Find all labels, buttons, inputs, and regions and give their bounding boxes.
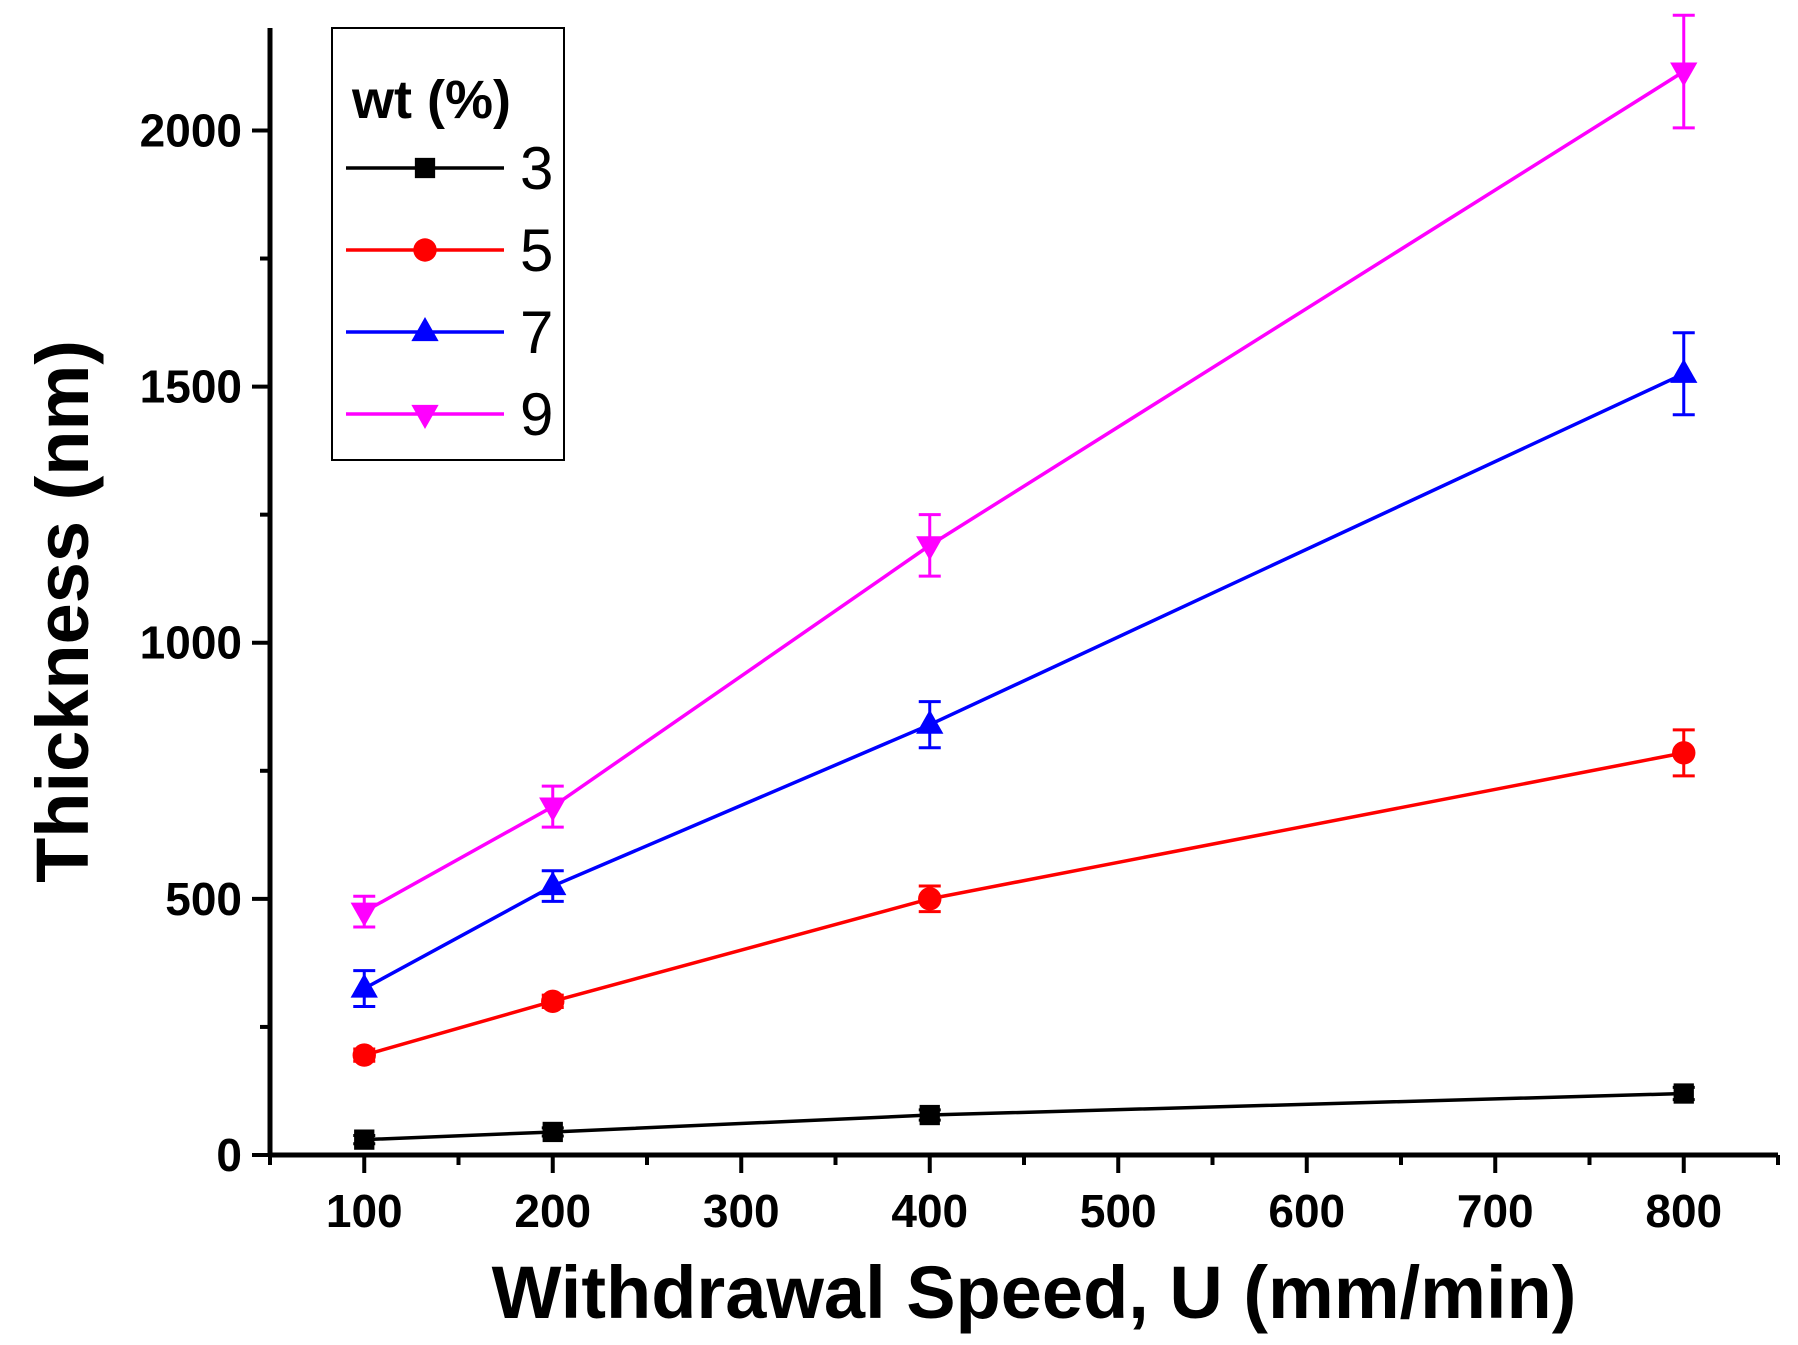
y-axis-title: Thickness (nm): [21, 340, 104, 883]
data-point: [1670, 358, 1698, 383]
x-tick-label: 800: [1645, 1185, 1722, 1237]
legend-item-3: 3: [346, 135, 553, 202]
x-tick-label: 400: [891, 1185, 968, 1237]
legend-label: 5: [520, 217, 553, 284]
data-point: [916, 536, 944, 561]
legend-marker: [413, 238, 437, 262]
y-tick-label: 1000: [140, 617, 242, 669]
data-point: [542, 1121, 563, 1143]
legend-marker: [411, 404, 439, 429]
data-point: [354, 1129, 375, 1150]
legend-marker: [414, 157, 436, 179]
data-point: [539, 871, 567, 896]
legend: wt (%) 3 5 7 9: [331, 27, 565, 461]
data-point: [350, 973, 378, 998]
x-tick-label: 100: [326, 1185, 403, 1237]
legend-marker: [411, 317, 439, 342]
series-7: [350, 331, 1698, 1008]
y-tick-label: 0: [216, 1129, 242, 1181]
data-point: [918, 887, 942, 911]
legend-item-9: 9: [346, 381, 553, 448]
legend-label: 9: [520, 381, 553, 448]
x-tick-label: 200: [514, 1185, 591, 1237]
x-tick-label: 700: [1457, 1185, 1534, 1237]
legend-label: 7: [520, 299, 553, 366]
y-tick-label: 500: [165, 873, 242, 925]
series-5: [352, 728, 1696, 1067]
axes: 0 500 1000 1500 2000 100 200 300 400 500 600 700 800: [140, 28, 1780, 1237]
data-point: [919, 1104, 940, 1126]
y-tick-label: 1500: [140, 361, 242, 413]
series-line: [363, 70, 1685, 914]
x-tick-label: 500: [1080, 1185, 1157, 1237]
legend-item-5: 5: [346, 217, 553, 284]
data-point: [352, 1043, 376, 1067]
data-point: [539, 797, 567, 822]
x-tick-label: 300: [703, 1185, 780, 1237]
data-point: [350, 902, 378, 927]
x-tick-label: 600: [1268, 1185, 1345, 1237]
data-point: [916, 709, 944, 734]
series-line: [364, 1091, 1684, 1142]
legend-label: 3: [520, 135, 553, 202]
data-point: [1673, 1083, 1694, 1104]
data-point: [1672, 741, 1696, 765]
legend-box: [331, 27, 565, 461]
series-line: [363, 751, 1685, 1057]
legend-item-7: 7: [346, 299, 553, 366]
data-point: [1670, 62, 1698, 87]
series-9: [350, 13, 1698, 929]
x-axis-title: Withdrawal Speed, U (mm/min): [492, 1251, 1577, 1334]
series-layer: [350, 13, 1698, 1150]
series-3: [353, 1083, 1695, 1150]
legend-title: wt (%): [351, 70, 511, 130]
series-line: [363, 372, 1685, 991]
y-tick-label: 2000: [140, 104, 242, 156]
data-point: [541, 989, 565, 1014]
